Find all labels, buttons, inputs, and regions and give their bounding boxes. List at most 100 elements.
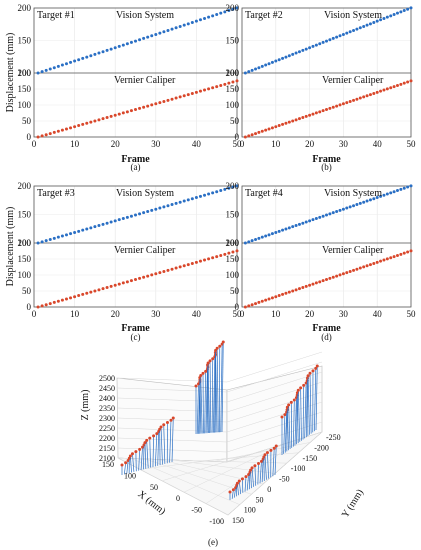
stem <box>144 442 147 469</box>
x-tick-label: 50 <box>407 139 417 149</box>
vision-point <box>121 43 125 47</box>
vision-point <box>231 7 235 11</box>
stem <box>296 395 298 445</box>
target-cluster-3 <box>228 444 278 500</box>
caliper-point <box>231 250 235 254</box>
y-tick-label: 50 <box>22 116 32 126</box>
caliper-point <box>211 256 215 260</box>
caliper-point <box>392 255 396 259</box>
grid-line <box>117 381 323 413</box>
series-label-vision: Vision System <box>116 188 174 199</box>
vision-point <box>73 59 77 63</box>
y-tick-label: 100 <box>18 270 32 280</box>
caliper-point <box>375 90 379 94</box>
caliper-point <box>223 252 227 256</box>
caliper-point <box>399 252 403 256</box>
stem <box>160 426 163 465</box>
series-label-caliper: Vernier Caliper <box>322 245 384 256</box>
caliper-point <box>281 122 285 126</box>
vision-point <box>56 64 60 68</box>
caliper-point <box>287 290 291 294</box>
x-tick-label: 150 <box>102 460 114 469</box>
caliper-point <box>203 258 207 262</box>
grid-line <box>117 421 323 453</box>
y-tick-label: 200 <box>18 181 32 191</box>
x-tick-label: 10 <box>70 139 80 149</box>
caliper-point <box>93 289 97 293</box>
y-tick-label: 150 <box>226 84 240 94</box>
x-axis-title: Frame <box>121 323 150 334</box>
vision-point <box>301 221 305 225</box>
caliper-point <box>291 289 295 293</box>
caliper-point <box>406 80 410 84</box>
point-3d <box>162 423 166 427</box>
stem <box>215 350 218 433</box>
caliper-point <box>284 291 288 295</box>
caliper-point <box>89 120 93 124</box>
vision-point <box>207 15 211 19</box>
y-tick-label: 150 <box>18 254 32 264</box>
stem <box>274 445 277 476</box>
vision-point <box>399 10 403 14</box>
vision-point <box>138 212 142 216</box>
target-cluster-2 <box>194 340 225 434</box>
point-3d <box>130 452 134 456</box>
x-tick-label: 20 <box>111 309 121 319</box>
vision-point <box>154 32 158 36</box>
y-tick-label: 200 <box>226 68 240 78</box>
vision-point <box>243 241 247 245</box>
caliper-point <box>170 97 174 101</box>
caliper-point <box>162 270 166 274</box>
vision-point <box>399 187 403 191</box>
vision-point <box>264 234 268 238</box>
z-axis-title: Z (mm) <box>80 390 91 421</box>
stem <box>199 377 202 434</box>
caliper-point <box>36 135 40 139</box>
vision-point <box>166 28 170 32</box>
caliper-point <box>328 276 332 280</box>
caliper-point <box>194 90 198 94</box>
caliper-point <box>294 288 298 292</box>
vision-point <box>389 14 393 18</box>
caliper-point <box>287 120 291 124</box>
vision-point <box>150 208 154 212</box>
x-tick-label: 10 <box>271 139 281 149</box>
y-tick-label: 200 <box>18 68 32 78</box>
x-tick-label: 30 <box>151 139 161 149</box>
stem <box>292 399 295 447</box>
caliper-point <box>235 79 239 83</box>
caliper-point <box>207 87 211 91</box>
vision-point <box>64 233 68 237</box>
vision-point <box>154 207 158 211</box>
caliper-point <box>321 279 325 283</box>
point-3d <box>289 400 293 404</box>
vision-point <box>348 205 352 209</box>
point-3d <box>235 481 239 485</box>
point-3d <box>171 416 175 420</box>
stem <box>246 474 249 491</box>
x-tick-label: 0 <box>32 309 37 319</box>
vision-point <box>325 213 328 217</box>
plot-frame <box>33 7 238 138</box>
caliper-point <box>138 106 142 110</box>
point-3d <box>253 464 257 468</box>
x-tick-label: 30 <box>339 139 349 149</box>
point-3d <box>314 366 318 370</box>
caliper-point <box>297 117 301 121</box>
vision-point <box>85 227 89 231</box>
caliper-point <box>314 281 318 285</box>
vision-point <box>215 190 219 194</box>
stem <box>169 420 172 463</box>
stem <box>315 365 318 431</box>
vision-point <box>264 63 268 67</box>
vision-point <box>284 227 288 231</box>
y-tick-label: 100 <box>226 100 240 110</box>
target-label: Target #2 <box>245 10 283 21</box>
vision-point <box>52 66 56 70</box>
vision-point <box>182 23 186 27</box>
caliper-point <box>297 287 301 291</box>
y-tick-label: 200 <box>18 238 32 248</box>
caliper-point <box>109 284 113 288</box>
vision-point <box>158 31 162 35</box>
stem <box>297 390 301 442</box>
